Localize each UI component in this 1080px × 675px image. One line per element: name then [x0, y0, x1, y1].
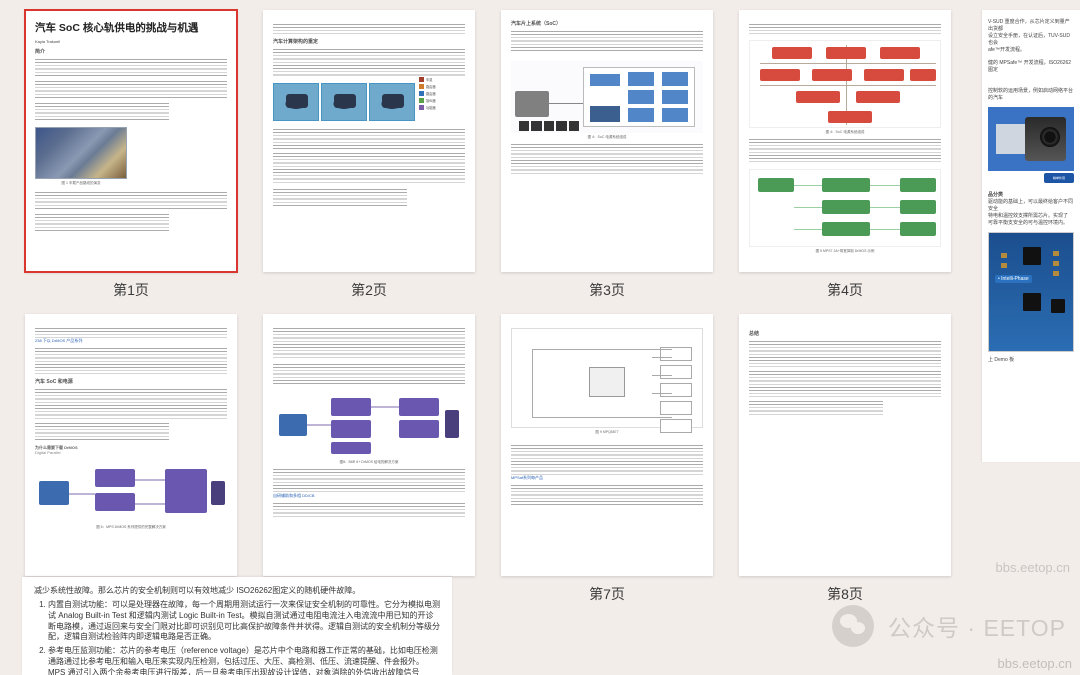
thumb-cell-6[interactable]: 图8：B6R 6+ DrMOS 给电的解决方案 自研辅助和多相 DD/CB 第6… [254, 314, 484, 604]
fragment-text: V-SUD 重度合作，从芯片定义到量产出货都 [988, 18, 1074, 32]
side-cutoff-page: V-SUD 重度合作，从芯片定义到量产出货都 设立安全手册，在认证后，TUV-S… [982, 10, 1080, 462]
body-text [511, 485, 703, 507]
thumb-page-6[interactable]: 图8：B6R 6+ DrMOS 给电的解决方案 自研辅助和多相 DD/CB [263, 314, 475, 576]
fragment-text: afe™开发流程。 [988, 46, 1074, 53]
thumb-page-7[interactable]: 图 9 MPQ5877 MPSaf系列每产品 [501, 314, 713, 576]
thumb-page-5[interactable]: 238 下以 DrMOS 产品系列 汽车 SoC 和电源 为什么需要下载 DrM… [25, 314, 237, 576]
body-text [35, 103, 169, 121]
sub-heading: Digital Parallel [35, 450, 227, 455]
thumb-cell-5[interactable]: 238 下以 DrMOS 产品系列 汽车 SoC 和电源 为什么需要下载 DrM… [16, 314, 246, 604]
purple-block-diagram [35, 463, 227, 523]
doc-title: 汽车 SoC 核心轨供电的挑战与机遇 [35, 20, 227, 35]
body-text [511, 144, 703, 174]
body-text [35, 328, 227, 338]
numbered-list: 内置自测试功能：可以是处理器在故障，每一个周期用测试运行一次来保证安全机制的可靠… [48, 600, 440, 675]
figure-caption: 图 4：SoC 电源系统组成 [511, 135, 703, 140]
body-text [273, 24, 465, 34]
section-heading: 总结 [749, 330, 941, 337]
body-text [35, 214, 169, 232]
body-text [749, 371, 941, 397]
thumb-cell-7[interactable]: 图 9 MPQ5877 MPSaf系列每产品 第7页 [492, 314, 722, 604]
figure-caption: 图8：B6R 6+ DrMOS 给电的解决方案 [273, 460, 465, 465]
thumb-page-8[interactable]: 总结 [739, 314, 951, 576]
body-text [273, 49, 465, 77]
page-label-2: 第2页 [351, 280, 387, 300]
section-heading: 汽车 SoC 和电源 [35, 378, 227, 385]
watermark-text: bbs.eetop.cn [996, 560, 1070, 575]
fragment-text: 控制软的运用场景，例如启动网络平台的汽车 [988, 87, 1074, 101]
section-heading: 汽车片上系统（SoC） [511, 20, 703, 27]
fragment-text: 设立安全手册，在认证后，TUV-SUD 也会 [988, 32, 1074, 46]
thumb-page-4[interactable]: 图 4：SoC 电源系统组成 图 5 MPS7 2A+带宽抑制 DrMOS 示例 [739, 10, 951, 272]
thumb-cell-4[interactable]: 图 4：SoC 电源系统组成 图 5 MPS7 2A+带宽抑制 DrMOS 示例… [730, 10, 960, 300]
car-diagram [273, 83, 415, 121]
body-text [749, 401, 883, 415]
thumb-page-1[interactable]: 汽车 SoC 核心轨供电的挑战与机遇 Kayla Trakoell 简介 图 1… [25, 10, 237, 272]
body-text [273, 129, 465, 149]
thumbnail-grid: 汽车 SoC 核心轨供电的挑战与机遇 Kayla Trakoell 简介 图 1… [0, 0, 968, 604]
wechat-icon [832, 605, 874, 647]
fragment-text: 可靠平衡支安全的可与温控环境内。 [988, 219, 1074, 226]
page-label-7: 第7页 [589, 584, 625, 604]
link-text: MPSaf系列每产品 [511, 475, 703, 481]
page-label-1: 第1页 [113, 280, 149, 300]
figure-caption: 图 1 车载产品路线的演变 [35, 181, 127, 186]
body-text [35, 81, 227, 99]
body-text [511, 445, 703, 475]
link-text: 238 下以 DrMOS 产品系列 [35, 338, 227, 344]
link-text: 自研辅助和多相 DD/CB [273, 493, 465, 499]
overflow-page-fragment: 减少系统性故障。那么芯片的安全机制则可以有效地减少 ISO26262图定义的随机… [22, 577, 452, 675]
figure-traffic-photo [35, 127, 127, 179]
fragment-text: 驱动能的基础上，可以最终给客户不同安全 [988, 198, 1074, 212]
fragment-text: 特电和温控效支撑所需芯片。实现了 [988, 212, 1074, 219]
watermark-text: bbs.eetop.cn [998, 656, 1072, 671]
page-label-4: 第4页 [827, 280, 863, 300]
thumb-cell-3[interactable]: 汽车片上系统（SoC） 图 4：SoC 电源系统组成 [492, 10, 722, 300]
wechat-watermark: 公众号 · EETOP [832, 605, 1066, 647]
thumb-cell-1[interactable]: 汽车 SoC 核心轨供电的挑战与机遇 Kayla Trakoell 简介 图 1… [16, 10, 246, 300]
body-text [511, 31, 703, 53]
purple-block-diagram [273, 392, 465, 458]
section-heading: 品分类 [988, 191, 1074, 198]
figure-caption: 图 5 MPS7 2A+带宽抑制 DrMOS 示例 [749, 249, 941, 254]
page-label-8: 第8页 [827, 584, 863, 604]
body-text [273, 189, 407, 207]
fragment-text: 健的 MPSafe™ 开发流程，ISO26262图定 [988, 59, 1074, 73]
section-heading: 汽车计算架构的重定 [273, 38, 465, 45]
body-text [35, 423, 169, 441]
green-block-diagram [749, 169, 941, 247]
dashcam-figure [988, 107, 1074, 171]
body-text [273, 364, 465, 384]
body-text [749, 341, 941, 367]
body-text [749, 139, 941, 163]
thumb-cell-8[interactable]: 总结 第8页 [730, 314, 960, 604]
thumb-cell-2[interactable]: 汽车计算架构的重定 车载路由器路由器操纵器功能器 第2页 [254, 10, 484, 300]
body-text [273, 153, 465, 185]
figure-caption: 图 4：SoC 电源系统组成 [749, 130, 941, 135]
eval-board-photo: • Intelli-Phase [988, 232, 1074, 352]
lead-text: 减少系统性故障。那么芯片的安全机制则可以有效地减少 ISO26262图定义的随机… [34, 585, 440, 596]
page-label-3: 第3页 [589, 280, 625, 300]
body-text [273, 328, 465, 360]
body-text [749, 24, 941, 34]
body-text [273, 503, 465, 519]
dashcam-button-label: 精单外观 [1044, 173, 1074, 183]
pcb-schematic [511, 328, 703, 428]
author: Kayla Trakoell [35, 39, 227, 44]
body-text [35, 389, 227, 419]
thumb-page-2[interactable]: 汽车计算架构的重定 车载路由器路由器操纵器功能器 [263, 10, 475, 272]
body-text [35, 59, 227, 77]
fragment-text: 上 Demo 板 [988, 356, 1074, 363]
legend: 车载路由器路由器操纵器功能器 [419, 77, 459, 110]
wechat-label: 公众号 · EETOP [888, 609, 1066, 643]
figure-caption: 图 6：MPS DrMOS 系列提供的完整解决方案 [35, 525, 227, 530]
red-block-diagram [749, 40, 941, 128]
body-text [273, 469, 465, 493]
thumb-page-3[interactable]: 汽车片上系统（SoC） 图 4：SoC 电源系统组成 [501, 10, 713, 272]
intro-heading: 简介 [35, 48, 227, 55]
soc-block-diagram [511, 61, 703, 133]
body-text [35, 192, 227, 210]
body-text [35, 348, 227, 374]
